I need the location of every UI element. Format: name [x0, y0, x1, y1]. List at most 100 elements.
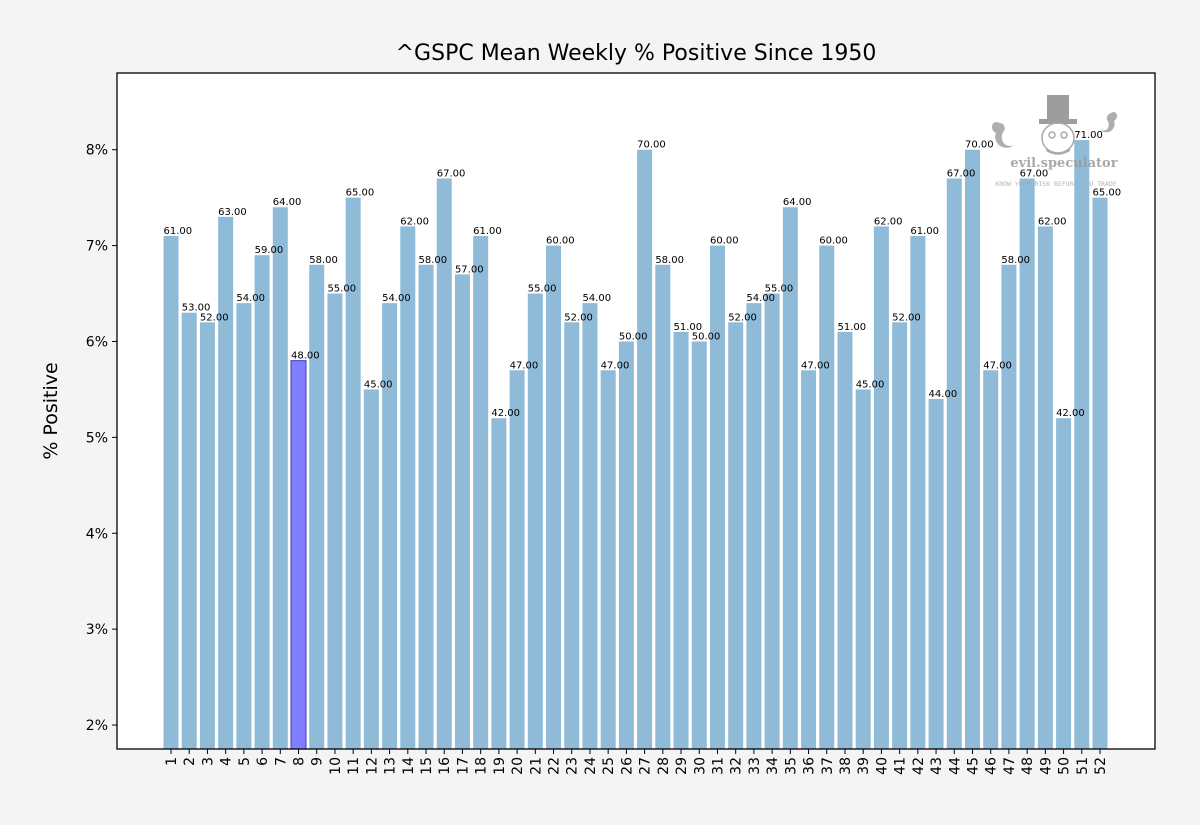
- x-tick-label-30: 30: [692, 757, 708, 775]
- data-label-week-11: 65.00: [346, 188, 375, 199]
- data-label-week-1: 61.00: [164, 226, 193, 237]
- bar-week-16: [436, 178, 452, 750]
- bar-week-5: [236, 303, 252, 749]
- bar-week-22: [546, 245, 562, 749]
- x-tick-label-27: 27: [638, 757, 654, 775]
- bar-week-47: [1001, 264, 1017, 749]
- bar-week-9: [309, 264, 325, 749]
- data-label-week-25: 47.00: [601, 360, 630, 371]
- bar-week-2: [181, 312, 197, 749]
- data-label-week-28: 58.00: [655, 255, 684, 266]
- x-tick-label-6: 6: [255, 757, 271, 766]
- y-axis-ticks: 2% 3% 4% 5% 6% 7% 8%: [86, 143, 117, 734]
- bar-week-45: [964, 149, 980, 749]
- bar-week-42: [910, 236, 926, 749]
- x-tick-label-49: 49: [1038, 757, 1054, 775]
- x-tick-label-3: 3: [200, 757, 216, 766]
- bar-week-49: [1037, 226, 1053, 750]
- data-label-week-9: 58.00: [309, 255, 338, 266]
- bar-week-10: [327, 293, 343, 749]
- data-label-week-16: 67.00: [437, 168, 466, 179]
- watermark-logo: evil.speculator KNOW YOUR RISK BEFORE YO…: [992, 95, 1118, 188]
- skull-icon: [1041, 122, 1075, 155]
- data-label-week-43: 44.00: [929, 389, 958, 400]
- x-tick-label-15: 15: [419, 757, 435, 775]
- x-tick-label-18: 18: [474, 757, 490, 775]
- x-tick-label-9: 9: [310, 757, 326, 766]
- data-label-week-15: 58.00: [419, 255, 448, 266]
- swan-left-icon: [992, 122, 1014, 148]
- data-labels: 61.0053.0052.0063.0054.0059.0064.0048.00…: [164, 130, 1122, 419]
- data-label-week-41: 52.00: [892, 312, 921, 323]
- bar-week-35: [782, 207, 798, 750]
- data-label-week-5: 54.00: [236, 293, 265, 304]
- bar-week-51: [1074, 140, 1090, 749]
- x-tick-label-38: 38: [838, 757, 854, 775]
- data-label-week-22: 60.00: [546, 236, 575, 247]
- bar-week-17: [454, 274, 470, 749]
- x-axis-ticks: 1 2 3 4 5 6 7 8 9 10 11 12 13 14 15 16 17 18 19 20 21 22 23 24 2…: [164, 749, 1109, 775]
- y-tick-label-4: 4%: [86, 526, 108, 542]
- bar-week-40: [873, 226, 889, 750]
- bar-week-23: [564, 322, 580, 749]
- data-label-week-35: 64.00: [783, 197, 812, 208]
- x-tick-label-26: 26: [619, 757, 635, 775]
- y-tick-label-3: 3%: [86, 622, 108, 638]
- x-tick-label-22: 22: [547, 757, 563, 775]
- data-label-week-49: 62.00: [1038, 216, 1067, 227]
- data-label-week-32: 52.00: [728, 312, 757, 323]
- x-tick-label-12: 12: [364, 757, 380, 775]
- bar-week-52: [1092, 197, 1108, 749]
- data-label-week-46: 47.00: [983, 360, 1012, 371]
- x-tick-label-14: 14: [401, 757, 417, 775]
- x-tick-label-33: 33: [747, 757, 763, 775]
- x-tick-label-23: 23: [565, 757, 581, 775]
- x-tick-label-17: 17: [455, 757, 471, 775]
- x-tick-label-8: 8: [292, 757, 308, 766]
- data-label-week-24: 54.00: [582, 293, 611, 304]
- bar-week-32: [728, 322, 744, 749]
- data-label-week-7: 64.00: [273, 197, 302, 208]
- data-label-week-13: 54.00: [382, 293, 411, 304]
- y-tick-label-7: 7%: [86, 239, 108, 255]
- watermark-tagline: KNOW YOUR RISK BEFORE YOU TRADE: [995, 180, 1116, 188]
- bar-week-1: [163, 236, 179, 749]
- x-tick-label-43: 43: [929, 757, 945, 775]
- data-label-week-14: 62.00: [400, 216, 429, 227]
- x-tick-label-25: 25: [601, 757, 617, 775]
- bar-week-29: [673, 331, 689, 749]
- bar-week-46: [983, 370, 999, 749]
- data-label-week-33: 54.00: [746, 293, 775, 304]
- data-label-week-27: 70.00: [637, 140, 666, 151]
- x-tick-label-46: 46: [984, 757, 1000, 775]
- data-label-week-34: 55.00: [765, 284, 794, 295]
- plot-area: [117, 73, 1155, 749]
- x-tick-label-29: 29: [674, 757, 690, 775]
- x-tick-label-31: 31: [710, 757, 726, 775]
- data-label-week-45: 70.00: [965, 140, 994, 151]
- data-label-week-40: 62.00: [874, 216, 903, 227]
- x-tick-label-5: 5: [237, 757, 253, 766]
- x-tick-label-1: 1: [164, 757, 180, 766]
- x-tick-label-11: 11: [346, 757, 362, 775]
- bar-week-48: [1019, 178, 1035, 750]
- x-tick-label-39: 39: [856, 757, 872, 775]
- x-tick-label-36: 36: [802, 757, 818, 775]
- bar-week-7: [272, 207, 288, 750]
- data-label-week-30: 50.00: [692, 331, 721, 342]
- swan-right-icon: [1100, 112, 1117, 133]
- bar-week-8: [290, 360, 307, 750]
- data-label-week-52: 65.00: [1093, 188, 1122, 199]
- y-axis-label: % Positive: [40, 362, 62, 459]
- bar-week-43: [928, 399, 944, 749]
- bar-week-4: [218, 216, 234, 749]
- x-tick-label-28: 28: [656, 757, 672, 775]
- x-tick-label-34: 34: [765, 757, 781, 775]
- bar-week-27: [637, 149, 653, 749]
- x-tick-label-47: 47: [1002, 757, 1018, 775]
- x-tick-label-7: 7: [273, 757, 289, 766]
- data-label-week-44: 67.00: [947, 168, 976, 179]
- data-label-week-17: 57.00: [455, 264, 484, 275]
- bar-week-28: [655, 264, 671, 749]
- x-tick-label-19: 19: [492, 757, 508, 775]
